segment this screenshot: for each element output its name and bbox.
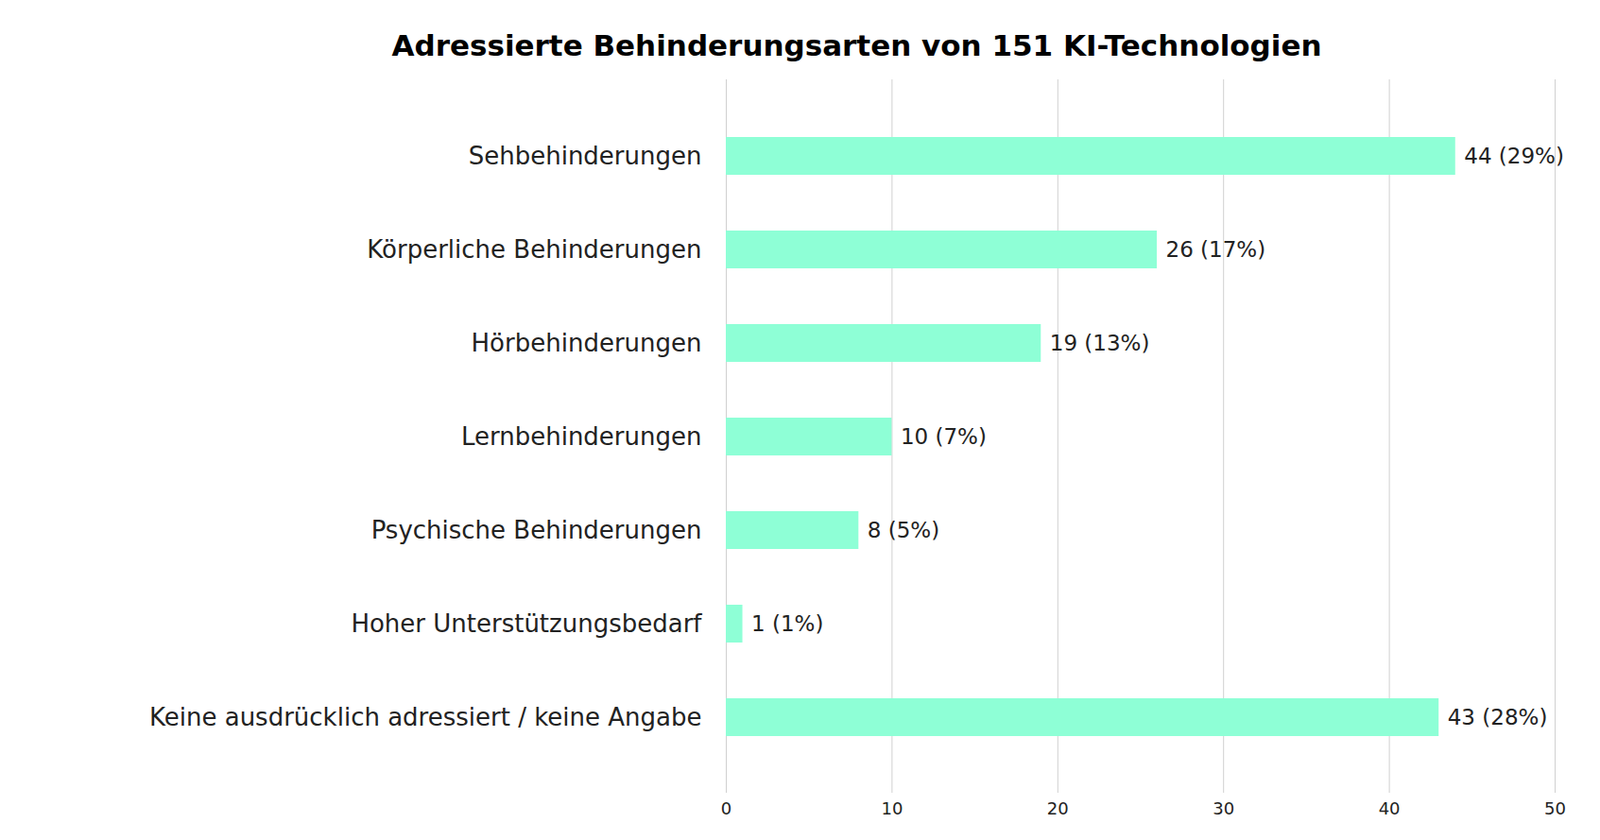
svg-text:19 (13%): 19 (13%)	[1049, 330, 1151, 356]
svg-text:30: 30	[1212, 798, 1235, 819]
svg-text:Körperliche Behinderungen: Körperliche Behinderungen	[366, 235, 702, 264]
svg-text:0: 0	[721, 798, 732, 819]
svg-text:Hoher Unterstützungsbedarf: Hoher Unterstützungsbedarf	[350, 609, 703, 638]
html-text:Adressierte Behinderungsarten: Adressierte Behinderungsarten von 151 KI…	[391, 28, 1322, 63]
svg-text:43 (28%): 43 (28%)	[1447, 705, 1549, 730]
svg-text:20: 20	[1047, 798, 1069, 819]
svg-text:40: 40	[1378, 798, 1401, 819]
svg-text:44 (29%): 44 (29%)	[1463, 143, 1565, 169]
svg-text:Psychische Behinderungen: Psychische Behinderungen	[371, 516, 703, 545]
svg-text:50: 50	[1544, 798, 1566, 819]
svg-text:Lernbehinderungen: Lernbehinderungen	[461, 422, 703, 451]
svg-text:1 (1%): 1 (1%)	[751, 611, 824, 637]
svg-text:Hörbehinderungen: Hörbehinderungen	[471, 328, 703, 358]
svg-text:10: 10	[880, 798, 903, 819]
svg-text:10 (7%): 10 (7%)	[900, 424, 987, 449]
svg-text:Sehbehinderungen: Sehbehinderungen	[468, 141, 703, 171]
svg-text:8 (5%): 8 (5%)	[867, 517, 940, 543]
svg-text:26 (17%): 26 (17%)	[1166, 237, 1267, 262]
svg-text:Keine ausdrücklich adressiert: Keine ausdrücklich adressiert / keine An…	[149, 703, 703, 732]
